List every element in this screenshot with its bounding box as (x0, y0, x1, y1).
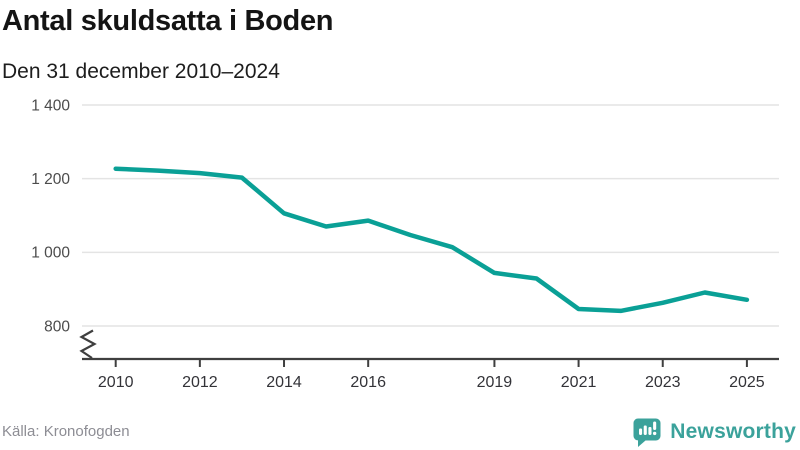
x-axis-label: 2023 (645, 374, 681, 391)
chart-subtitle: Den 31 december 2010–2024 (2, 60, 280, 83)
newsworthy-wordmark: Newsworthy (670, 420, 796, 443)
x-axis-labels: 2010 2012 2014 2016 2019 2021 2023 2025 (98, 374, 765, 391)
y-axis-label: 800 (44, 318, 70, 335)
x-axis-label: 2014 (266, 374, 302, 391)
bar-chart-glyph (639, 421, 657, 436)
x-axis-ticks (114, 359, 748, 367)
x-axis-label: 2019 (477, 374, 513, 391)
y-axis-label: 1 200 (31, 171, 70, 188)
newsworthy-logo: Newsworthy (631, 415, 796, 449)
gridlines (82, 104, 779, 327)
axis-break-icon (79, 329, 97, 359)
x-axis-label: 2021 (561, 374, 597, 391)
y-axis-label: 1 400 (31, 97, 70, 114)
speech-bubble-shape (633, 418, 661, 447)
y-axis-labels: 1 400 1 200 1 000 800 (31, 97, 70, 335)
x-axis-label: 2016 (350, 374, 386, 391)
x-axis-label: 2025 (729, 374, 765, 391)
y-axis-label: 1 000 (31, 245, 70, 262)
chart-title: Antal skuldsatta i Boden (2, 5, 334, 37)
data-line (113, 166, 750, 314)
x-axis-label: 2012 (182, 374, 218, 391)
source-text: Källa: Kronofogden (2, 423, 130, 440)
x-axis-label: 2010 (98, 374, 134, 391)
newsworthy-icon (633, 418, 661, 447)
